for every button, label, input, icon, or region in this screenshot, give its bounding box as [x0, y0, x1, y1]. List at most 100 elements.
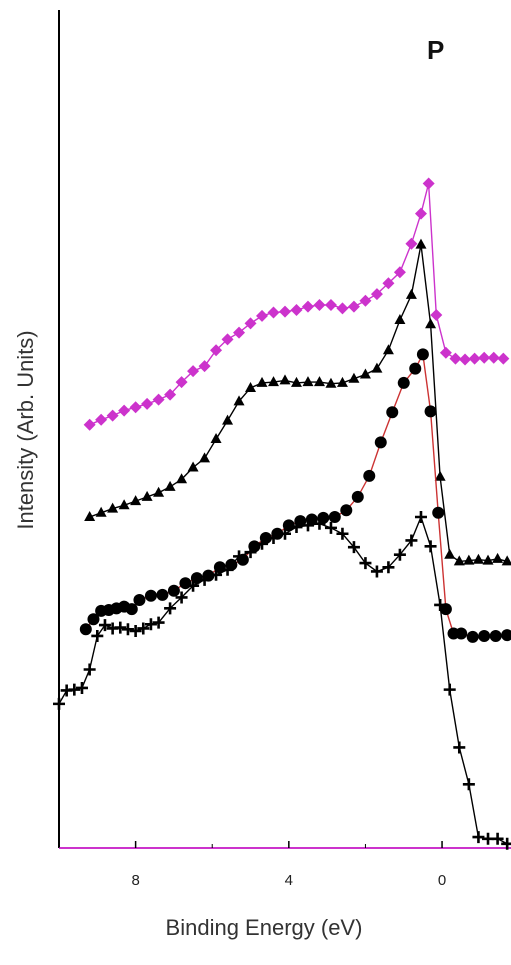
data-point-triangle-27 — [394, 314, 406, 325]
data-point-cross-5 — [91, 629, 104, 642]
data-point-diamond-10 — [198, 360, 211, 373]
data-point-cross-37 — [424, 540, 437, 553]
data-point-cross-29 — [336, 527, 349, 540]
data-point-diamond-17 — [279, 305, 291, 318]
data-point-diamond-32 — [439, 346, 452, 359]
data-point-circle-7 — [133, 593, 146, 606]
data-point-triangle-29 — [415, 238, 427, 249]
data-point-circle-39 — [478, 629, 491, 642]
data-point-cross-41 — [462, 778, 475, 791]
data-point-triangle-12 — [222, 414, 234, 425]
data-point-cross-40 — [453, 741, 466, 754]
data-point-triangle-6 — [153, 486, 165, 497]
data-point-circle-29 — [386, 406, 399, 419]
data-point-triangle-5 — [141, 490, 153, 501]
data-point-triangle-21 — [325, 377, 337, 388]
data-point-diamond-14 — [244, 317, 257, 330]
x-tick-label-1: 4 — [285, 872, 293, 889]
data-point-circle-31 — [409, 362, 422, 375]
data-point-circle-33 — [424, 405, 437, 418]
data-point-cross-39 — [443, 683, 456, 696]
data-point-cross-26 — [301, 519, 314, 532]
data-point-cross-22 — [256, 537, 269, 550]
data-point-triangle-18 — [290, 376, 302, 387]
data-point-triangle-24 — [359, 368, 371, 379]
data-point-cross-0 — [53, 697, 65, 710]
data-point-diamond-35 — [468, 352, 481, 365]
data-point-diamond-2 — [106, 409, 119, 422]
data-point-triangle-9 — [187, 461, 199, 472]
data-point-diamond-38 — [497, 352, 510, 365]
data-point-diamond-20 — [313, 298, 326, 311]
data-point-diamond-27 — [393, 266, 406, 279]
data-point-cross-33 — [382, 561, 395, 574]
x-ticks: 8 4 0 — [58, 841, 446, 889]
data-point-triangle-38 — [501, 555, 511, 566]
data-point-cross-45 — [501, 837, 511, 850]
data-point-cross-19 — [221, 563, 234, 576]
data-point-triangle-35 — [472, 553, 484, 564]
data-point-cross-14 — [164, 602, 177, 615]
data-point-diamond-29 — [414, 207, 427, 220]
data-point-diamond-7 — [164, 388, 177, 401]
data-point-diamond-28 — [405, 237, 418, 250]
data-point-triangle-34 — [463, 554, 475, 565]
data-point-cross-6 — [98, 619, 111, 632]
data-point-triangle-23 — [348, 372, 360, 383]
series-circle — [79, 348, 511, 643]
data-point-diamond-11 — [210, 344, 223, 357]
data-point-circle-9 — [156, 588, 169, 601]
data-point-cross-15 — [175, 591, 188, 604]
data-point-cross-13 — [152, 616, 165, 629]
x-tick-label-2: 0 — [438, 872, 446, 889]
data-point-diamond-1 — [95, 413, 108, 426]
data-point-triangle-15 — [256, 376, 268, 387]
data-point-cross-23 — [267, 531, 280, 544]
data-point-cross-18 — [210, 568, 223, 581]
data-point-cross-35 — [405, 534, 418, 547]
data-point-triangle-20 — [313, 376, 325, 387]
data-point-cross-31 — [359, 557, 372, 570]
data-point-triangle-28 — [405, 288, 417, 299]
data-point-circle-6 — [125, 603, 138, 616]
data-point-cross-28 — [324, 521, 337, 534]
data-point-diamond-15 — [256, 309, 269, 322]
data-point-diamond-21 — [324, 298, 337, 311]
series-cross — [53, 510, 511, 850]
data-point-triangle-25 — [371, 362, 383, 373]
data-point-triangle-3 — [118, 499, 130, 510]
data-point-cross-24 — [279, 527, 291, 540]
data-point-diamond-30 — [422, 177, 435, 190]
data-point-triangle-14 — [245, 381, 257, 392]
data-point-circle-34 — [432, 506, 445, 519]
data-point-diamond-4 — [129, 401, 142, 414]
data-point-cross-21 — [244, 546, 257, 559]
data-point-triangle-33 — [453, 555, 465, 566]
data-point-triangle-0 — [84, 510, 96, 521]
data-point-cross-9 — [121, 623, 134, 636]
data-point-cross-8 — [114, 621, 127, 634]
data-point-triangle-26 — [382, 344, 394, 355]
series-triangle — [84, 238, 511, 566]
data-point-triangle-13 — [233, 395, 245, 406]
data-point-triangle-10 — [199, 452, 211, 463]
data-point-diamond-25 — [370, 288, 383, 301]
x-axis-title: Binding Energy (eV) — [166, 915, 363, 940]
data-point-circle-10 — [167, 584, 180, 597]
data-point-circle-30 — [397, 376, 410, 389]
data-point-diamond-12 — [221, 333, 234, 346]
data-point-circle-37 — [455, 627, 468, 640]
axes — [58, 10, 511, 849]
data-point-triangle-17 — [279, 374, 291, 385]
panel-label: P — [427, 35, 444, 65]
series-group — [53, 177, 511, 850]
data-point-cross-30 — [347, 541, 360, 554]
data-point-diamond-13 — [233, 326, 246, 339]
data-point-cross-4 — [83, 663, 96, 676]
data-point-triangle-36 — [482, 554, 494, 565]
data-point-triangle-8 — [176, 473, 188, 484]
data-point-diamond-19 — [301, 300, 314, 313]
data-point-triangle-11 — [210, 433, 222, 444]
data-point-diamond-33 — [449, 352, 462, 365]
